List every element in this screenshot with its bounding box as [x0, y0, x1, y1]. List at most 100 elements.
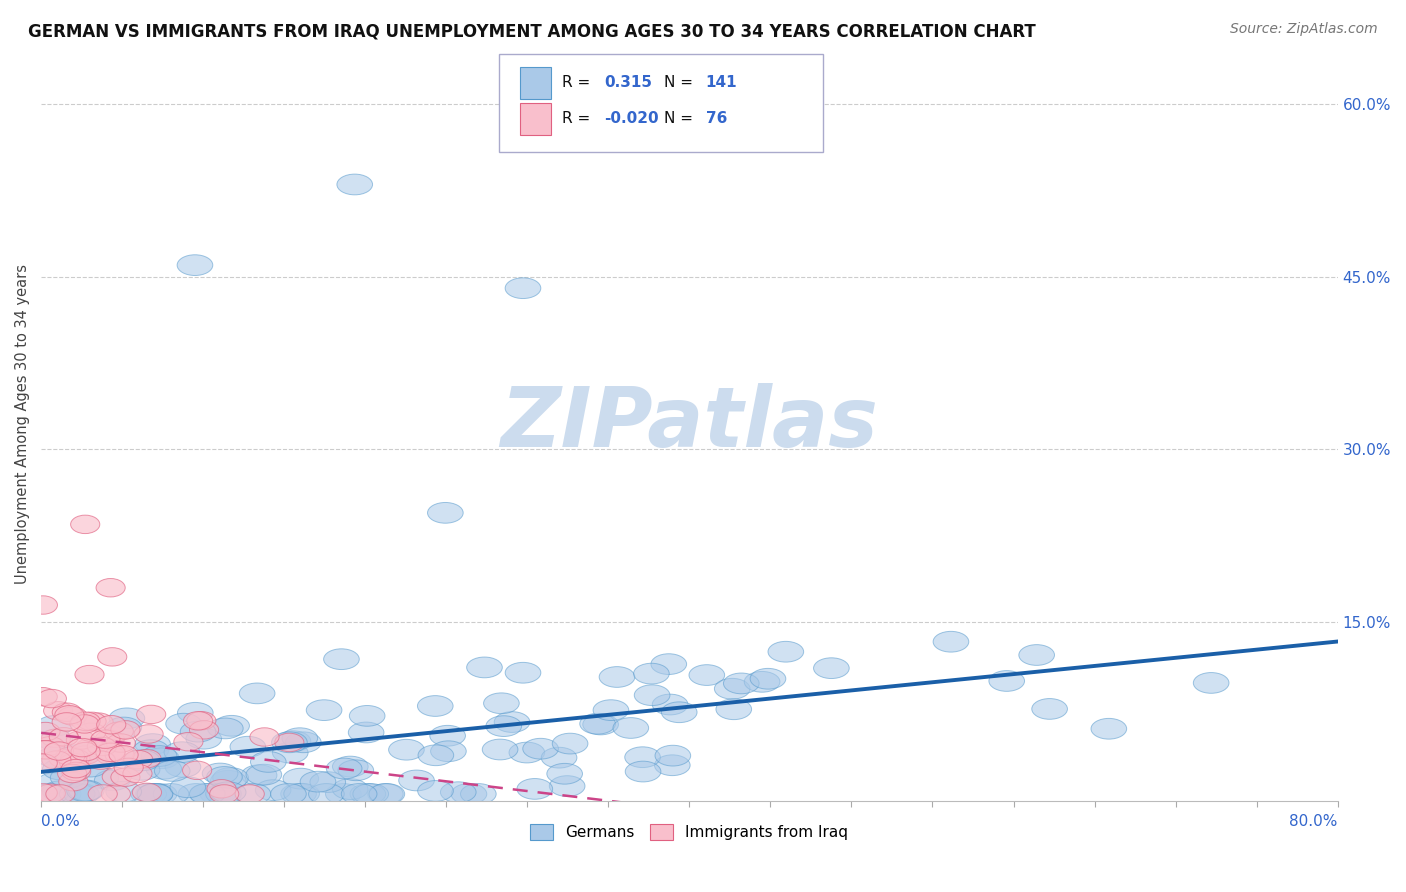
Ellipse shape: [283, 768, 319, 789]
Ellipse shape: [440, 781, 477, 803]
Ellipse shape: [724, 673, 759, 694]
Ellipse shape: [165, 756, 201, 777]
Ellipse shape: [271, 732, 308, 753]
Ellipse shape: [84, 713, 112, 731]
Ellipse shape: [200, 783, 236, 805]
Text: 80.0%: 80.0%: [1289, 814, 1337, 830]
Ellipse shape: [634, 664, 669, 684]
Ellipse shape: [988, 671, 1025, 691]
Ellipse shape: [75, 665, 104, 684]
Ellipse shape: [337, 760, 374, 780]
Ellipse shape: [211, 771, 246, 791]
Ellipse shape: [28, 754, 58, 772]
Ellipse shape: [661, 702, 697, 723]
Ellipse shape: [142, 783, 177, 805]
Ellipse shape: [28, 688, 58, 706]
Ellipse shape: [89, 785, 117, 803]
Ellipse shape: [814, 657, 849, 679]
Ellipse shape: [482, 739, 517, 760]
Ellipse shape: [143, 747, 180, 769]
Ellipse shape: [131, 783, 166, 805]
Text: GERMAN VS IMMIGRANTS FROM IRAQ UNEMPLOYMENT AMONG AGES 30 TO 34 YEARS CORRELATIO: GERMAN VS IMMIGRANTS FROM IRAQ UNEMPLOYM…: [28, 22, 1036, 40]
Text: ZIPatlas: ZIPatlas: [501, 383, 879, 464]
Ellipse shape: [388, 739, 425, 760]
Ellipse shape: [211, 782, 246, 803]
Ellipse shape: [42, 759, 77, 780]
Ellipse shape: [309, 772, 346, 792]
Ellipse shape: [44, 702, 73, 720]
Ellipse shape: [323, 648, 360, 670]
Ellipse shape: [427, 502, 463, 524]
Ellipse shape: [367, 783, 404, 805]
Ellipse shape: [1091, 718, 1126, 739]
Ellipse shape: [124, 750, 160, 771]
Ellipse shape: [451, 783, 486, 805]
Ellipse shape: [63, 744, 98, 764]
Legend: Germans, Immigrants from Iraq: Germans, Immigrants from Iraq: [524, 818, 855, 847]
Ellipse shape: [52, 703, 82, 722]
Ellipse shape: [509, 742, 544, 763]
Ellipse shape: [96, 742, 125, 760]
Ellipse shape: [174, 732, 202, 751]
Ellipse shape: [652, 694, 688, 714]
Text: 0.0%: 0.0%: [41, 814, 80, 830]
Ellipse shape: [136, 706, 166, 723]
Ellipse shape: [353, 783, 388, 805]
Ellipse shape: [52, 713, 82, 731]
Ellipse shape: [49, 728, 79, 746]
Ellipse shape: [77, 723, 105, 741]
Ellipse shape: [37, 715, 72, 737]
Ellipse shape: [37, 730, 73, 750]
Ellipse shape: [214, 715, 249, 736]
Ellipse shape: [242, 764, 277, 786]
Ellipse shape: [124, 750, 153, 769]
Ellipse shape: [337, 174, 373, 194]
Ellipse shape: [326, 758, 361, 779]
Ellipse shape: [655, 746, 690, 766]
Ellipse shape: [399, 770, 434, 791]
Ellipse shape: [179, 783, 214, 805]
Ellipse shape: [599, 666, 636, 688]
Ellipse shape: [104, 723, 134, 740]
Ellipse shape: [326, 783, 361, 805]
Ellipse shape: [37, 747, 73, 768]
Ellipse shape: [547, 764, 582, 784]
Ellipse shape: [37, 784, 66, 803]
Ellipse shape: [58, 706, 87, 725]
Ellipse shape: [349, 723, 384, 743]
Ellipse shape: [285, 732, 321, 753]
Ellipse shape: [134, 739, 169, 761]
Ellipse shape: [207, 780, 236, 798]
Text: -0.020: -0.020: [605, 112, 659, 126]
Ellipse shape: [136, 783, 172, 805]
Ellipse shape: [56, 747, 84, 765]
Ellipse shape: [165, 742, 200, 763]
Ellipse shape: [96, 747, 125, 764]
Ellipse shape: [45, 742, 73, 760]
Ellipse shape: [146, 758, 181, 780]
Ellipse shape: [307, 700, 342, 721]
Ellipse shape: [72, 756, 108, 777]
Ellipse shape: [105, 746, 134, 764]
Ellipse shape: [207, 766, 242, 788]
Ellipse shape: [97, 715, 125, 734]
Ellipse shape: [97, 648, 127, 666]
Ellipse shape: [273, 742, 308, 763]
Ellipse shape: [235, 783, 271, 805]
Ellipse shape: [62, 763, 91, 780]
Ellipse shape: [714, 679, 749, 699]
Ellipse shape: [103, 768, 131, 786]
Ellipse shape: [110, 708, 145, 729]
Ellipse shape: [70, 516, 100, 533]
Ellipse shape: [105, 781, 142, 802]
Ellipse shape: [138, 783, 173, 805]
Ellipse shape: [45, 783, 82, 805]
Ellipse shape: [593, 699, 628, 721]
Ellipse shape: [235, 785, 264, 803]
Ellipse shape: [505, 663, 541, 683]
Ellipse shape: [37, 773, 72, 794]
Ellipse shape: [1194, 673, 1229, 693]
Ellipse shape: [308, 783, 344, 805]
Ellipse shape: [111, 721, 141, 739]
Ellipse shape: [42, 781, 77, 802]
